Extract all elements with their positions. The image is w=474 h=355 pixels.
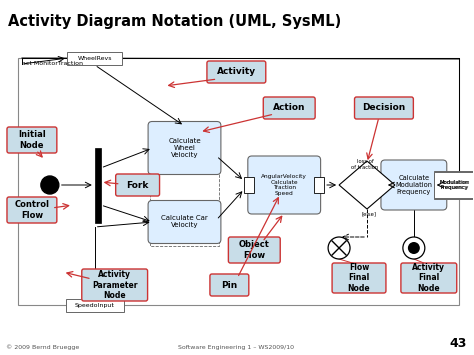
Circle shape — [403, 237, 425, 259]
FancyBboxPatch shape — [82, 269, 147, 301]
FancyBboxPatch shape — [248, 156, 320, 214]
FancyBboxPatch shape — [332, 263, 386, 293]
FancyBboxPatch shape — [116, 174, 160, 196]
Text: Modulation
Frequency: Modulation Frequency — [439, 180, 470, 190]
FancyBboxPatch shape — [401, 263, 457, 293]
Bar — [150, 124, 219, 246]
Text: act MonitorTraction: act MonitorTraction — [22, 61, 83, 66]
Text: © 2009 Bernd Bruegge: © 2009 Bernd Bruegge — [6, 344, 79, 350]
Text: Activity Diagram Notation (UML, SysML): Activity Diagram Notation (UML, SysML) — [8, 14, 341, 29]
FancyBboxPatch shape — [355, 97, 413, 119]
Bar — [434, 172, 474, 198]
FancyBboxPatch shape — [263, 97, 315, 119]
Bar — [95, 148, 100, 223]
Text: AngularVelocity
Calculate
Traction
Speed: AngularVelocity Calculate Traction Speed — [261, 174, 307, 196]
Bar — [66, 299, 124, 311]
FancyBboxPatch shape — [207, 61, 266, 83]
Text: Modulation
Frequency: Modulation Frequency — [439, 180, 468, 190]
Text: Activity
Parameter
Node: Activity Parameter Node — [92, 270, 137, 300]
Text: Calculate
Modulation
Frequency: Calculate Modulation Frequency — [395, 175, 432, 195]
FancyBboxPatch shape — [148, 201, 221, 244]
Text: Fork: Fork — [127, 180, 149, 190]
Polygon shape — [339, 161, 395, 209]
Bar — [67, 51, 122, 65]
Text: SpeedoInput: SpeedoInput — [75, 302, 115, 307]
Text: Action: Action — [273, 104, 305, 113]
Circle shape — [328, 237, 350, 259]
Bar — [244, 177, 254, 193]
FancyBboxPatch shape — [381, 160, 447, 210]
Text: Pin: Pin — [221, 280, 237, 289]
Text: Initial
Node: Initial Node — [18, 130, 46, 150]
FancyBboxPatch shape — [210, 274, 249, 296]
Text: 43: 43 — [449, 337, 467, 350]
FancyBboxPatch shape — [148, 121, 221, 175]
Text: Activity: Activity — [217, 67, 256, 76]
Text: Control
Flow: Control Flow — [14, 200, 49, 220]
Circle shape — [41, 176, 59, 194]
Text: Object
Flow: Object Flow — [239, 240, 270, 260]
Text: loss of
of traction: loss of of traction — [351, 159, 379, 170]
FancyBboxPatch shape — [228, 237, 280, 263]
Bar — [434, 171, 474, 199]
Text: WheelRevs: WheelRevs — [77, 55, 112, 60]
Text: Flow
Final
Node: Flow Final Node — [348, 263, 370, 293]
Text: Calculate Car
Velocity: Calculate Car Velocity — [161, 215, 208, 229]
Text: Decision: Decision — [362, 104, 406, 113]
FancyBboxPatch shape — [7, 127, 57, 153]
Bar — [18, 58, 459, 305]
Text: Calculate
Wheel
Velocity: Calculate Wheel Velocity — [168, 138, 201, 158]
FancyBboxPatch shape — [7, 197, 57, 223]
Bar — [314, 177, 324, 193]
Circle shape — [408, 242, 420, 254]
Text: [else]: [else] — [362, 211, 376, 216]
Text: Software Engineering 1 – WS2009/10: Software Engineering 1 – WS2009/10 — [178, 345, 294, 350]
Text: Activity
Final
Node: Activity Final Node — [412, 263, 445, 293]
